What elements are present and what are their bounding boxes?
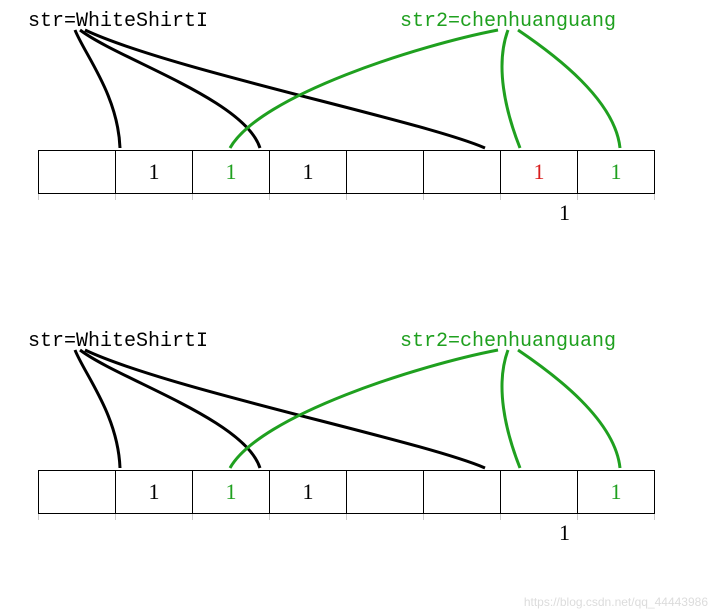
cell: 1: [115, 470, 193, 514]
cell: [500, 470, 578, 514]
tick-row: [38, 194, 716, 200]
arc: [518, 350, 620, 468]
arc: [85, 30, 485, 148]
cells-row: 11111: [38, 150, 655, 194]
cell: 1: [500, 150, 578, 194]
cell: [346, 470, 424, 514]
arc: [80, 350, 260, 468]
cell: [346, 150, 424, 194]
cell: [38, 150, 116, 194]
cell: 1: [577, 470, 655, 514]
arc: [230, 30, 498, 148]
cell: 1: [577, 150, 655, 194]
watermark: https://blog.csdn.net/qq_44443986: [524, 595, 708, 609]
str-label: str=WhiteShirtI: [28, 10, 208, 33]
arc: [518, 30, 620, 148]
arc: [230, 350, 498, 468]
str2-label: str2=chenhuanguang: [400, 330, 616, 353]
below-label: 1: [559, 520, 570, 546]
cell: [423, 470, 501, 514]
cell: [38, 470, 116, 514]
arc: [85, 350, 485, 468]
arc: [75, 30, 120, 148]
cell: 1: [192, 470, 270, 514]
cell: [423, 150, 501, 194]
cells-row: 1111: [38, 470, 655, 514]
diagram-1: str=WhiteShirtI str2=chenhuanguang 11111…: [0, 0, 716, 260]
arc: [75, 350, 120, 468]
below-label: 1: [559, 200, 570, 226]
arc: [502, 30, 520, 148]
diagram-2: str=WhiteShirtI str2=chenhuanguang 1111 …: [0, 320, 716, 580]
tick-row: [38, 514, 716, 520]
cell: 1: [115, 150, 193, 194]
arc: [80, 30, 260, 148]
cell: 1: [192, 150, 270, 194]
cell: 1: [269, 150, 347, 194]
cell: 1: [269, 470, 347, 514]
arc: [502, 350, 520, 468]
str-label: str=WhiteShirtI: [28, 330, 208, 353]
str2-label: str2=chenhuanguang: [400, 10, 616, 33]
